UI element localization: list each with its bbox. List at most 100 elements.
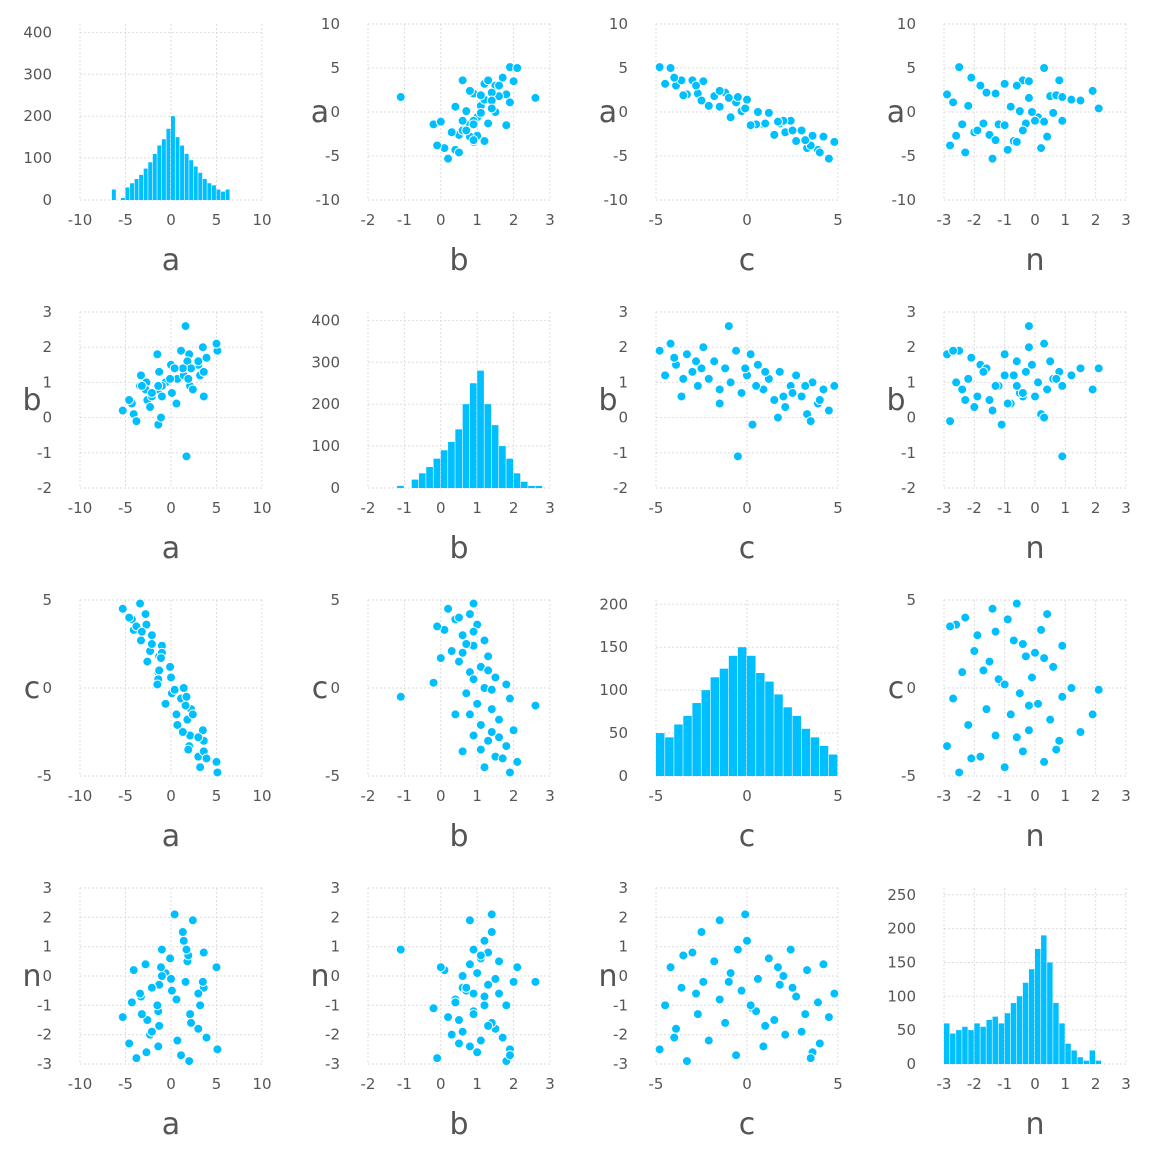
scatter-point (443, 603, 454, 614)
y-tick-label: 100 (311, 437, 340, 455)
y-tick-label: 5 (906, 59, 916, 77)
scatter-point (136, 626, 147, 637)
scatter-point (732, 451, 743, 462)
scatter-point (475, 90, 486, 101)
scatter-point (665, 63, 676, 73)
scatter-point (186, 1017, 197, 1028)
scatter-point (752, 973, 763, 984)
scatter-point (751, 380, 762, 391)
scatter-point (201, 352, 212, 363)
scatter-point (1002, 144, 1013, 155)
histogram-bar (520, 481, 528, 488)
scatter-point (1057, 380, 1068, 391)
y-tick-label: -5 (613, 147, 628, 165)
scatter-point (472, 1047, 483, 1058)
scatter-point (169, 909, 180, 920)
scatter-point (483, 651, 494, 662)
histogram-bar (783, 707, 792, 776)
scatter-point (142, 656, 153, 667)
y-tick-label: -10 (604, 191, 629, 209)
x-axis-label: c (739, 531, 756, 566)
scatter-point (180, 321, 191, 332)
x-tick-label: 0 (166, 1075, 176, 1093)
scatter-point (999, 679, 1010, 690)
scatter-point (807, 130, 818, 141)
scatter-point (942, 89, 953, 100)
x-tick-label: 0 (166, 499, 176, 517)
scatter-point (432, 140, 443, 151)
scatter-point (508, 76, 519, 87)
scatter-point (772, 412, 783, 423)
scatter-point (136, 380, 147, 391)
scatter-point (152, 349, 163, 360)
scatter-point (1042, 609, 1053, 620)
x-tick-label: -1 (397, 787, 412, 805)
histogram-bar (528, 485, 535, 488)
y-tick-label: 0 (42, 409, 52, 427)
scatter-point (1057, 451, 1068, 462)
scatter-point (135, 635, 146, 646)
scatter-point (212, 1044, 223, 1055)
scatter-point (183, 373, 194, 384)
scatter-point (395, 92, 406, 103)
scatter-point (990, 380, 1001, 391)
x-tick-label: 5 (833, 1075, 843, 1093)
scatter-point (1002, 398, 1013, 409)
scatter-point (479, 935, 490, 946)
scatter-point (145, 402, 156, 413)
histogram-bar (801, 728, 811, 776)
y-tick-label: 1 (618, 938, 628, 956)
histogram-bar (477, 370, 484, 488)
histogram-bar (719, 668, 729, 776)
scatter-point (395, 944, 406, 955)
scatter-point (1017, 125, 1028, 136)
scatter-point (723, 92, 734, 103)
scatter-point (160, 698, 171, 709)
scatter-point (1002, 614, 1013, 625)
y-tick-label: 300 (23, 65, 52, 83)
x-tick-label: 2 (1091, 787, 1101, 805)
scatter-point (197, 976, 208, 987)
scatter-point (654, 1044, 665, 1055)
y-axis-label: a (599, 95, 617, 130)
y-tick-label: -1 (325, 996, 340, 1014)
scatter-point (395, 691, 406, 702)
y-tick-label: -2 (37, 479, 52, 497)
x-axis-label: c (739, 243, 756, 278)
scatter-point (483, 735, 494, 746)
scatter-point (714, 85, 725, 96)
scatter-point (180, 700, 191, 711)
scatter-point (723, 321, 734, 332)
histogram-bar (535, 485, 543, 488)
y-tick-label: 10 (321, 15, 340, 33)
scatter-point (443, 1012, 454, 1023)
scatter-point (494, 988, 505, 999)
scatter-point (479, 991, 490, 1002)
y-tick-label: 3 (618, 879, 628, 897)
scatter-point (1011, 732, 1022, 743)
scatter-point (1087, 85, 1098, 96)
scatter-point (171, 398, 182, 409)
scatter-point (490, 672, 501, 683)
scatter-point (678, 950, 689, 961)
scatter-point (155, 412, 166, 423)
scatter-point (1066, 94, 1077, 105)
x-tick-label: 1 (1061, 211, 1071, 229)
histogram-bar (125, 187, 130, 200)
scatter-point (972, 630, 983, 641)
scatter-point (1075, 727, 1086, 737)
scatter-point (450, 101, 461, 112)
scatter-point (475, 107, 486, 118)
scatter-point (747, 419, 758, 430)
histogram-bar (1089, 1050, 1096, 1064)
scatter-point (745, 120, 756, 131)
scatter-point (483, 118, 494, 129)
histogram-bar (1047, 962, 1053, 1064)
scatter-point (969, 646, 980, 657)
scatter-point (814, 395, 825, 405)
x-tick-label: -3 (937, 211, 952, 229)
scatter-point (1045, 356, 1056, 367)
scatter-point (486, 684, 497, 695)
scatter-point (183, 744, 194, 755)
y-tick-label: -10 (892, 191, 917, 209)
